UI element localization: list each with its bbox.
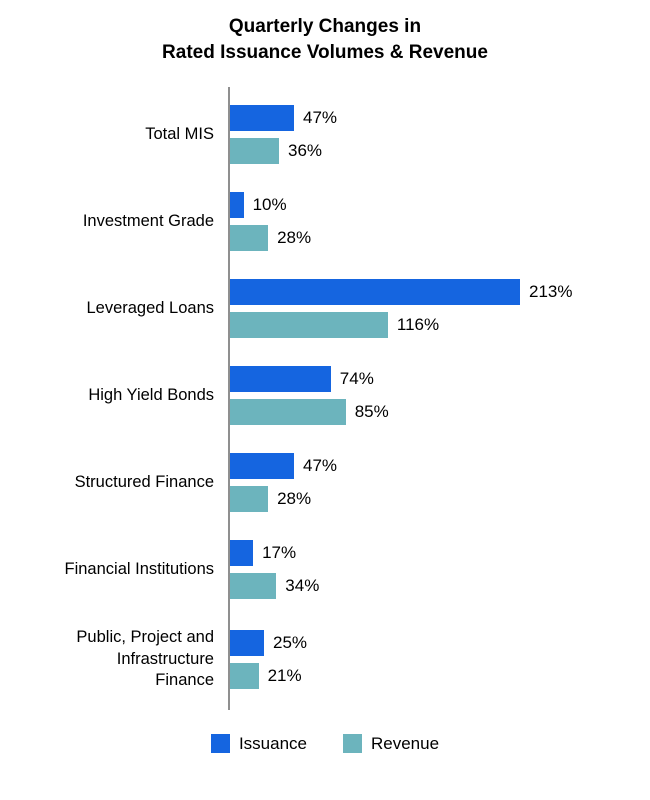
chart-row: Leveraged Loans 213% 116%: [0, 265, 650, 352]
legend-item-revenue: Revenue: [342, 733, 440, 754]
issuance-bar-row: 74%: [230, 366, 650, 393]
bar-value-label: 213%: [529, 282, 573, 302]
legend-swatch-issuance: [210, 734, 230, 754]
bar-value-label: 74%: [339, 369, 374, 389]
revenue-bar: [230, 486, 269, 513]
issuance-bar-row: 10%: [230, 192, 650, 219]
bar-group: 17% 34%: [228, 540, 650, 600]
bar-value-label: 10%: [252, 195, 287, 215]
revenue-bar-row: 116%: [230, 312, 650, 339]
bar-chart: Quarterly Changes in Rated Issuance Volu…: [0, 16, 650, 754]
issuance-bar-row: 213%: [230, 279, 650, 306]
revenue-bar: [230, 662, 259, 689]
issuance-bar-row: 47%: [230, 453, 650, 480]
plot-rows: Total MIS 47% 36% Investment Grade 10% 28% Lev…: [0, 91, 650, 705]
issuance-bar: [230, 366, 331, 393]
bar-value-label: 116%: [396, 315, 440, 335]
revenue-bar-row: 28%: [230, 486, 650, 513]
issuance-bar: [230, 105, 294, 132]
revenue-bar-row: 28%: [230, 225, 650, 252]
bar-group: 213% 116%: [228, 279, 650, 339]
revenue-bar: [230, 225, 269, 252]
category-label: Structured Finance: [74, 473, 214, 492]
bar-value-label: 34%: [285, 576, 320, 596]
issuance-bar: [230, 540, 254, 567]
revenue-bar-row: 21%: [230, 662, 650, 689]
revenue-bar: [230, 312, 388, 339]
chart-row: Financial Institutions 17% 34%: [0, 526, 650, 613]
issuance-bar-row: 25%: [230, 629, 650, 656]
bar-group: 74% 85%: [228, 366, 650, 426]
bar-group: 25% 21%: [228, 629, 650, 689]
bar-group: 10% 28%: [228, 192, 650, 252]
issuance-bar-row: 17%: [230, 540, 650, 567]
bar-value-label: 21%: [267, 665, 302, 685]
category-label: Public, Project and Infrastructure Finan…: [76, 628, 214, 690]
chart-row: High Yield Bonds 74% 85%: [0, 352, 650, 439]
issuance-bar: [230, 453, 294, 480]
category-label: Total MIS: [145, 125, 214, 144]
category-label: Investment Grade: [82, 212, 214, 231]
chart-row: Investment Grade 10% 28%: [0, 178, 650, 265]
revenue-bar-row: 85%: [230, 399, 650, 426]
revenue-bar: [230, 138, 279, 165]
chart-title: Quarterly Changes in Rated Issuance Volu…: [162, 16, 488, 63]
revenue-bar-row: 34%: [230, 573, 650, 600]
category-label: High Yield Bonds: [88, 386, 214, 405]
revenue-bar-row: 36%: [230, 138, 650, 165]
plot-area: Total MIS 47% 36% Investment Grade 10% 28% Lev…: [0, 87, 650, 710]
revenue-bar: [230, 573, 277, 600]
bar-group: 47% 28%: [228, 453, 650, 513]
chart-row: Public, Project and Infrastructure Finan…: [0, 613, 650, 705]
category-label: Leveraged Loans: [86, 299, 214, 318]
legend-swatch-revenue: [342, 734, 362, 754]
chart-row: Structured Finance 47% 28%: [0, 439, 650, 526]
bar-value-label: 85%: [354, 402, 389, 422]
bar-value-label: 17%: [262, 543, 297, 563]
category-label: Financial Institutions: [64, 560, 215, 579]
chart-row: Total MIS 47% 36%: [0, 91, 650, 178]
revenue-bar: [230, 399, 346, 426]
bar-value-label: 28%: [277, 489, 312, 509]
y-axis-line: [228, 87, 230, 710]
legend-label-issuance: Issuance: [238, 733, 307, 753]
issuance-bar: [230, 629, 264, 656]
bar-value-label: 25%: [273, 632, 308, 652]
issuance-bar: [230, 192, 244, 219]
bar-value-label: 36%: [288, 141, 323, 161]
legend-label-revenue: Revenue: [370, 733, 440, 753]
issuance-bar-row: 47%: [230, 105, 650, 132]
bar-value-label: 28%: [277, 228, 312, 248]
bar-value-label: 47%: [303, 456, 338, 476]
legend-item-issuance: Issuance: [210, 733, 307, 754]
bar-value-label: 47%: [303, 108, 338, 128]
legend: Issuance Revenue: [0, 734, 650, 754]
issuance-bar: [230, 279, 520, 306]
bar-group: 47% 36%: [228, 105, 650, 165]
